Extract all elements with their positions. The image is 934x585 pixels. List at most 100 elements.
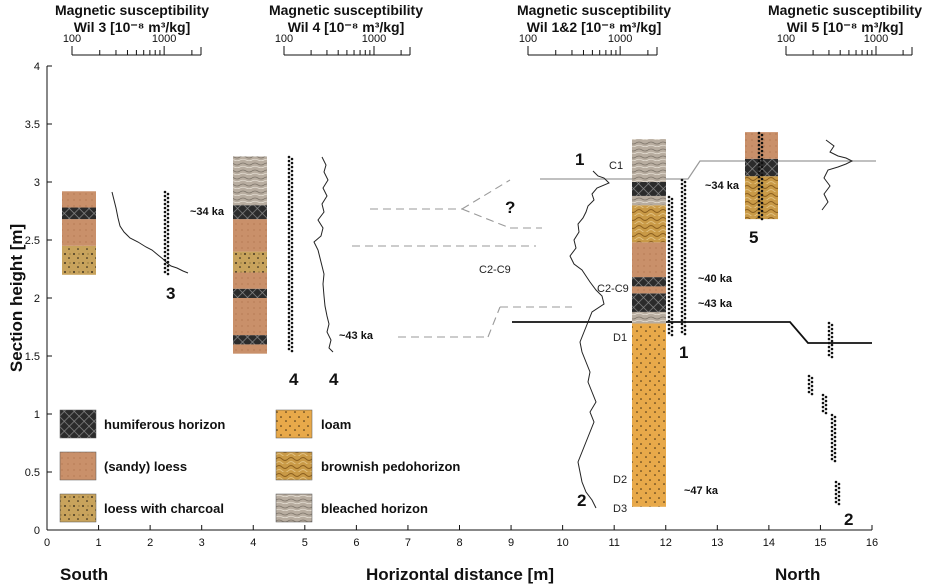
age-wil3: ~34 ka <box>190 206 225 218</box>
layer-loess <box>233 272 267 289</box>
dots-wil1-a <box>670 221 674 225</box>
dots-wil5 <box>757 171 761 175</box>
dots-wil2-e <box>834 480 838 484</box>
unit-c2c9: C2-C9 <box>597 283 629 295</box>
dots-wil1-a <box>667 275 671 279</box>
correlation-lines <box>352 160 876 344</box>
log-tick-label: 100 <box>777 33 795 45</box>
dots-wil1-b <box>683 248 687 252</box>
dots-wil1-a <box>667 195 671 199</box>
dots-wil1-b <box>683 216 687 220</box>
dots-wil2-a <box>827 333 831 337</box>
dots-wil2-c <box>821 405 825 409</box>
dots-wil3 <box>166 208 170 212</box>
dots-wil4 <box>287 199 291 203</box>
dots-wil4 <box>290 341 294 345</box>
x-tick-label: 10 <box>557 537 569 549</box>
dots-wil5 <box>757 143 761 147</box>
dots-wil2-e <box>837 494 841 498</box>
dots-wil4 <box>287 303 291 307</box>
dots-wil2-e <box>837 490 841 494</box>
dots-wil2-e <box>837 486 841 490</box>
dots-wil1-a <box>670 285 674 289</box>
layer-loess <box>233 219 267 252</box>
layer-humic <box>632 182 666 196</box>
dots-wil4 <box>287 243 291 247</box>
dots-wil4 <box>287 275 291 279</box>
dots-wil4 <box>290 217 294 221</box>
dots-wil4 <box>290 297 294 301</box>
profile-number-3: 3 <box>166 284 175 303</box>
dots-wil3 <box>163 246 167 250</box>
dots-wil1-b <box>683 320 687 324</box>
dots-wil3 <box>163 262 167 266</box>
dots-wil4 <box>290 225 294 229</box>
x-tick-label: 5 <box>302 537 308 549</box>
dots-wil1-b <box>680 182 684 186</box>
dots-wil1-a <box>667 283 671 287</box>
x-tick-label: 11 <box>608 537 619 549</box>
y-tick-label: 2 <box>34 293 40 305</box>
dots-wil2-a <box>827 353 831 357</box>
dots-wil5 <box>757 195 761 199</box>
dots-wil4 <box>287 155 291 159</box>
dots-wil2-d <box>830 421 834 425</box>
south-label: South <box>60 565 108 584</box>
dots-wil2-d <box>830 425 834 429</box>
layer-charcoal_loess <box>233 251 267 273</box>
dots-wil2-d <box>833 447 837 451</box>
dots-wil4 <box>290 229 294 233</box>
dots-wil1-b <box>683 236 687 240</box>
dots-wil3 <box>166 200 170 204</box>
dots-wil4 <box>290 157 294 161</box>
dots-wil1-a <box>670 301 674 305</box>
dots-wil3 <box>163 194 167 198</box>
profile-numbers: 3 4 4 1 2 1 5 2 ? <box>166 150 853 529</box>
dots-wil3 <box>163 234 167 238</box>
legend-label-bleached: bleached horizon <box>321 501 428 516</box>
dots-wil3 <box>163 266 167 270</box>
dots-wil5 <box>760 137 764 141</box>
dots-wil2-d <box>830 457 834 461</box>
dots-wil2-d <box>830 437 834 441</box>
susceptibility-headers: Magnetic susceptibility Wil 3 [10⁻⁸ m³/k… <box>55 2 922 35</box>
dots-wil2-a <box>830 335 834 339</box>
dots-wil4 <box>290 281 294 285</box>
dots-wil3 <box>163 210 167 214</box>
dots-wil2-d <box>833 419 837 423</box>
dots-wil1-a <box>670 317 674 321</box>
unit-labels: C1 C2-C9 C2-C9 D1 D2 D3 <box>479 160 629 515</box>
dots-wil1-b <box>683 324 687 328</box>
dots-wil4 <box>287 263 291 267</box>
dots-wil3 <box>166 224 170 228</box>
dots-wil1-b <box>683 296 687 300</box>
dots-wil5 <box>757 207 761 211</box>
dots-wil2-b <box>807 386 811 390</box>
dots-wil3 <box>163 206 167 210</box>
dots-wil1-b <box>680 250 684 254</box>
question-mark: ? <box>505 198 515 217</box>
dots-wil2-d <box>833 435 837 439</box>
dots-wil4 <box>287 235 291 239</box>
dots-wil1-a <box>670 305 674 309</box>
dots-wil5 <box>760 213 764 217</box>
dots-wil2-e <box>837 498 841 502</box>
dots-wil1-a <box>670 313 674 317</box>
dots-wil4 <box>290 329 294 333</box>
y-tick-label: 0 <box>34 525 40 537</box>
curve-wil5 <box>821 139 854 211</box>
dots-wil1-a <box>667 231 671 235</box>
profile-number-2-bottom: 2 <box>577 491 586 510</box>
header-sub-wil4: Wil 4 [10⁻⁸ m³/kg] <box>288 19 405 35</box>
dots-wil4 <box>287 183 291 187</box>
dots-wil5 <box>757 147 761 151</box>
dots-wil5 <box>760 209 764 213</box>
dots-wil1-b <box>683 284 687 288</box>
dots-wil4 <box>290 277 294 281</box>
dots-wil1-b <box>683 264 687 268</box>
dots-wil1-b <box>683 244 687 248</box>
dots-wil1-b <box>683 312 687 316</box>
age-wil4: ~43 ka <box>339 330 374 342</box>
dots-wil2-c <box>821 397 825 401</box>
dots-wil1-b <box>683 220 687 224</box>
